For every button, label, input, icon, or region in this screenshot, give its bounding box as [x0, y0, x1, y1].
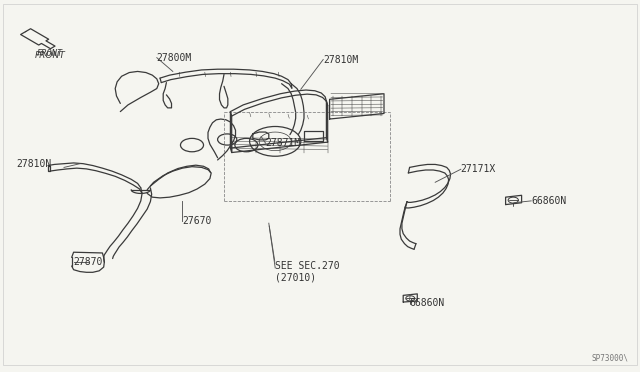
Text: FRONT: FRONT — [36, 49, 63, 58]
Text: 27800M: 27800M — [157, 53, 192, 62]
Text: 27871M: 27871M — [266, 138, 301, 148]
Text: 27810M: 27810M — [323, 55, 358, 64]
Text: 66860N: 66860N — [531, 196, 566, 206]
Text: 27670: 27670 — [182, 217, 212, 226]
Text: 27870: 27870 — [74, 257, 103, 267]
Text: 66860N: 66860N — [410, 298, 445, 308]
Text: FRONT: FRONT — [35, 51, 65, 60]
Text: SEE SEC.270
(27010): SEE SEC.270 (27010) — [275, 261, 340, 282]
Text: SP73000\: SP73000\ — [591, 354, 628, 363]
Text: 27810N: 27810N — [16, 159, 51, 169]
Text: 27171X: 27171X — [461, 164, 496, 174]
